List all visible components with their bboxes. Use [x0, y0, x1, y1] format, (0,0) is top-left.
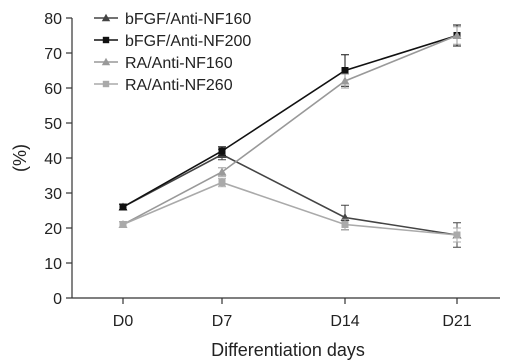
legend-label: bFGF/Anti-NF160 — [125, 11, 251, 28]
data-point — [217, 167, 227, 176]
y-ticks: 0 10 20 30 40 50 60 70 80 — [44, 11, 72, 308]
x-tick-label: D14 — [330, 313, 359, 330]
x-axis-title: Differentiation days — [211, 340, 365, 360]
legend: bFGF/Anti-NF160 bFGF/Anti-NF200 RA/Anti-NF… — [94, 11, 251, 94]
data-point — [340, 76, 350, 85]
data-point — [218, 147, 226, 155]
data-point — [119, 221, 127, 228]
data-point — [119, 203, 127, 211]
y-tick-label: 60 — [44, 81, 62, 98]
y-tick-label: 20 — [44, 221, 62, 238]
legend-marker — [102, 36, 110, 44]
y-tick-label: 50 — [44, 116, 62, 133]
y-tick-label: 10 — [44, 256, 62, 273]
legend-label: RA/Anti-NF260 — [125, 77, 233, 94]
legend-label: bFGF/Anti-NF200 — [125, 33, 251, 50]
legend-item: bFGF/Anti-NF200 — [94, 33, 251, 50]
legend-label: RA/Anti-NF160 — [125, 55, 233, 72]
series-line — [122, 34, 458, 226]
series-line — [122, 181, 458, 236]
y-tick-label: 80 — [44, 11, 62, 28]
x-ticks: D0 D7 D14 D21 — [113, 298, 472, 330]
series-4 — [119, 177, 461, 243]
legend-item: RA/Anti-NF260 — [94, 77, 233, 94]
y-tick-label: 70 — [44, 46, 62, 63]
x-tick-label: D0 — [113, 313, 134, 330]
data-point — [341, 221, 349, 228]
series-line — [122, 153, 458, 236]
legend-item: RA/Anti-NF160 — [94, 55, 233, 72]
series-2 — [119, 24, 461, 211]
legend-marker — [102, 80, 110, 88]
legend-marker — [101, 13, 111, 22]
y-tick-label: 0 — [53, 291, 62, 308]
x-tick-label: D21 — [442, 313, 471, 330]
y-axis-title: (%) — [10, 144, 30, 172]
y-tick-label: 30 — [44, 186, 62, 203]
series-line — [122, 34, 458, 208]
data-point — [453, 231, 461, 239]
x-tick-label: D7 — [212, 313, 233, 330]
series-1 — [118, 148, 462, 248]
series-group — [118, 24, 462, 248]
data-point — [218, 179, 226, 186]
data-point — [452, 31, 462, 39]
legend-marker — [101, 57, 111, 66]
y-tick-label: 40 — [44, 151, 62, 168]
data-point — [341, 67, 349, 74]
legend-item: bFGF/Anti-NF160 — [94, 11, 251, 28]
